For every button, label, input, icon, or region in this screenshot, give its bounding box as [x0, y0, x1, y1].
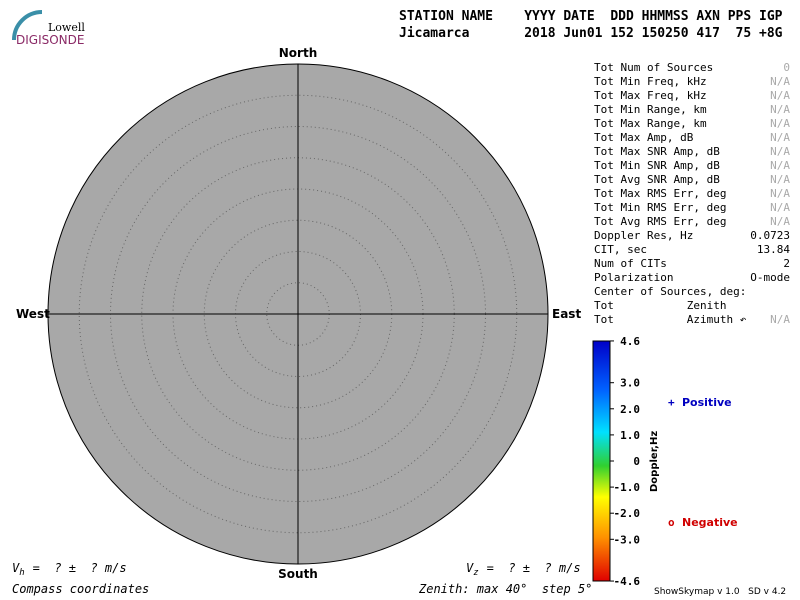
header-labels: STATION NAME YYYY DATE DDD HHMMSS AXN PP… [399, 9, 783, 24]
velocity-symbol: V [12, 561, 20, 575]
colorbar-tick-label: 0 [633, 455, 640, 468]
colorbar-tick-label: 3.0 [620, 377, 640, 390]
stat-label: Num of CITs [594, 257, 667, 270]
colorbar-tick-label: 2.0 [620, 403, 640, 416]
logo-swoosh [12, 10, 43, 41]
stat-value: N/A [770, 75, 790, 88]
stat-value: 0 [783, 61, 790, 74]
velocity-vh: Vh = ? ± ? m/s [12, 561, 127, 578]
south-label: South [278, 567, 318, 581]
stat-value: N/A [770, 173, 790, 186]
stat-value: N/A [770, 187, 790, 200]
colorbar-tick-label: -2.0 [614, 507, 641, 520]
stat-value: N/A [770, 145, 790, 158]
north-label: North [279, 46, 317, 60]
stat-value: N/A [770, 313, 790, 326]
west-label: West [16, 307, 50, 321]
velocity-vz: Vz = ? ± ? m/s [466, 561, 581, 578]
stat-label: Tot Max RMS Err, deg [594, 187, 726, 200]
stat-label: CIT, sec [594, 243, 647, 256]
coordinates-note: Compass coordinates [12, 582, 149, 596]
positive-symbol: + [668, 396, 675, 409]
negative-label: Negative [682, 516, 738, 529]
stat-value: 13.84 [757, 243, 790, 256]
stat-value: N/A [770, 131, 790, 144]
stat-label: Polarization [594, 271, 673, 284]
velocity-value: = ? ± ? m/s [487, 561, 581, 575]
stat-label: Center of Sources, deg: [594, 285, 746, 298]
stat-value: N/A [770, 215, 790, 228]
colorbar-title: Doppler,Hz [649, 431, 660, 492]
stat-value: O-mode [750, 271, 790, 284]
logo-bottom: DIGISONDE [16, 33, 84, 47]
velocity-subscript: z [473, 568, 478, 578]
stat-label: Tot Max Amp, dB [594, 131, 694, 144]
stat-label: Tot Max Freq, kHz [594, 89, 707, 102]
stat-label: Tot Max Range, km [594, 117, 707, 130]
positive-label: Positive [682, 396, 732, 409]
stat-value: 2 [783, 257, 790, 270]
colorbar-tick-label: 4.6 [620, 335, 640, 348]
velocity-value: = ? ± ? m/s [33, 561, 127, 575]
stat-label: Tot Zenith [594, 299, 726, 312]
stat-label: Tot Avg RMS Err, deg [594, 215, 726, 228]
colorbar-tick-label: 1.0 [620, 429, 640, 442]
stat-value: N/A [770, 201, 790, 214]
east-label: East [552, 307, 581, 321]
stat-value: N/A [770, 159, 790, 172]
colorbar-tick-label: -4.6 [614, 575, 641, 588]
logo-top: Lowell [48, 21, 85, 34]
stat-label: Tot Azimuth ↶ [594, 313, 747, 326]
stat-label: Tot Min Range, km [594, 103, 707, 116]
zenith-note: Zenith: max 40° step 5° [418, 582, 592, 596]
velocity-subscript: h [19, 568, 24, 578]
stat-value: N/A [770, 89, 790, 102]
stat-label: Doppler Res, Hz [594, 229, 693, 242]
stat-label: Tot Max SNR Amp, dB [594, 145, 720, 158]
stat-label: Tot Min Freq, kHz [594, 75, 707, 88]
header-values: Jicamarca 2018 Jun01 152 150250 417 75 +… [399, 26, 783, 41]
colorbar [592, 340, 611, 582]
stat-label: Tot Min RMS Err, deg [594, 201, 726, 214]
stat-value: 0.0723 [750, 229, 790, 242]
stat-value: N/A [770, 117, 790, 130]
stat-label: Tot Avg SNR Amp, dB [594, 173, 720, 186]
stat-label: Tot Num of Sources [594, 61, 713, 74]
negative-symbol: o [668, 516, 675, 529]
velocity-symbol: V [466, 561, 474, 575]
stat-value: N/A [770, 103, 790, 116]
version-note: ShowSkymap v 1.0 SD v 4.2 [654, 587, 786, 597]
stat-label: Tot Min SNR Amp, dB [594, 159, 720, 172]
colorbar-tick-label: -1.0 [614, 481, 641, 494]
colorbar-tick-label: -3.0 [614, 533, 641, 546]
